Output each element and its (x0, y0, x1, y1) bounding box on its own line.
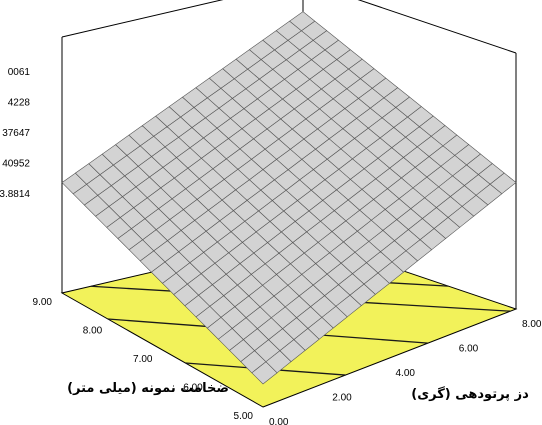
axis-titles: ضخامت نمونه (میلی متر) دز پرتودهی (گری) (67, 381, 529, 402)
x-tick-label: 2.00 (332, 393, 352, 404)
y-tick-label: 7.00 (133, 354, 153, 365)
x-tick-label: 4.00 (396, 368, 416, 379)
y-tick-label: 6.00 (183, 383, 203, 394)
edge-top (61, 0, 517, 54)
y-tick-label: 8.00 (83, 326, 103, 337)
y-axis-title: ضخامت نمونه (میلی متر) (67, 381, 229, 396)
tick-labels: 3.8814 40952 37647 4228 0061 5.00 6.00 7.00 8.00… (0, 67, 542, 425)
z-tick-label: 0061 (8, 67, 31, 78)
response-surface (61, 11, 517, 385)
y-tick-label: 9.00 (33, 297, 53, 308)
z-tick-label: 3.8814 (0, 189, 30, 200)
x-axis-title: دز پرتودهی (گری) (411, 386, 529, 402)
y-tick-label: 5.00 (234, 411, 254, 422)
x-tick-label: 8.00 (522, 319, 542, 330)
z-tick-label: 4228 (8, 98, 31, 109)
surface-cell (289, 11, 316, 32)
z-tick-label: 37647 (2, 128, 30, 139)
x-tick-label: 6.00 (459, 344, 479, 355)
z-tick-label: 40952 (2, 159, 30, 170)
x-tick-label: 0.00 (269, 417, 289, 425)
